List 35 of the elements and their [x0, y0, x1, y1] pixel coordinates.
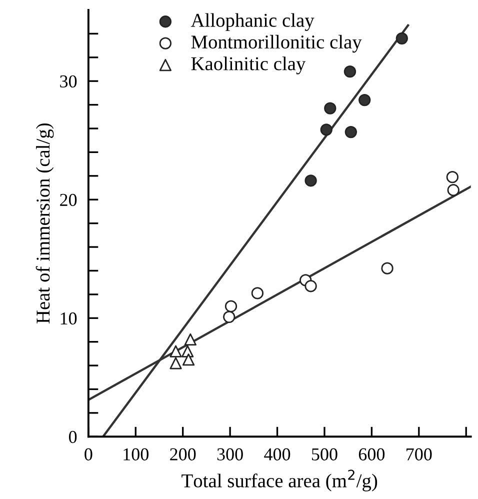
point [358, 94, 371, 106]
point [251, 287, 264, 300]
x-tick-label: 400 [264, 448, 290, 460]
x-tick-label: 700 [406, 448, 432, 460]
point [182, 354, 195, 366]
point [304, 280, 317, 292]
point [446, 171, 458, 184]
legend-label: Allophanic clay [190, 13, 314, 31]
y-tick-label: 0 [68, 430, 77, 444]
x-tick-label: 0 [84, 448, 92, 460]
point [170, 345, 182, 358]
legend-label: Montmorillonitic clay [191, 34, 362, 53]
point [381, 262, 394, 274]
point [396, 32, 408, 44]
x-tick-label: 500 [312, 448, 338, 460]
point [320, 124, 332, 136]
y-axis-title: Heat of immersion (cal/g) [36, 123, 54, 324]
point [447, 184, 460, 196]
x-tick-label: 600 [358, 448, 385, 460]
point [224, 300, 238, 312]
point [170, 357, 182, 370]
y-tick-label: 30 [60, 75, 77, 88]
x-tick-label: 100 [124, 448, 148, 460]
x-tick-label: 300 [217, 448, 243, 460]
x-tick-label: 200 [170, 448, 196, 460]
point [223, 310, 236, 323]
point [344, 66, 356, 78]
x-axis-title: Total surface area (m$^{2}$/g) [182, 470, 378, 492]
y-tick-label: 10 [60, 312, 77, 325]
point [184, 333, 196, 346]
legend-label: Kaolinitic clay [191, 56, 306, 74]
point [324, 102, 336, 114]
point [304, 174, 317, 187]
point [344, 126, 357, 138]
y-tick-label: 20 [60, 194, 77, 206]
